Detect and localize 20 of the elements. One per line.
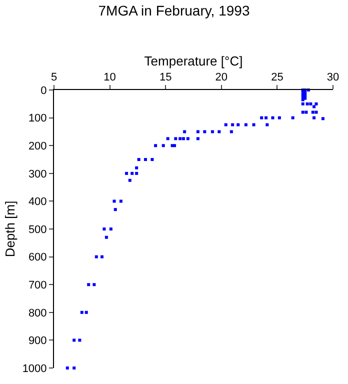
y-tick-label: 600 (28, 252, 47, 264)
y-tick-label: 800 (28, 307, 47, 320)
y-tick-label: 900 (28, 335, 47, 348)
y-tick-label: 0 (40, 84, 47, 97)
chart-title: 7MGA in February, 1993 (98, 2, 250, 19)
y-tick-label: 500 (28, 224, 47, 236)
y-tick-label: 300 (28, 168, 47, 180)
y-tick-label: 200 (28, 140, 47, 152)
x-axis-title: Temperature [°C] (144, 54, 243, 69)
x-tick-label: 20 (215, 72, 228, 84)
y-axis-title: Depth [m] (2, 200, 18, 258)
y-tick-label: 1000 (22, 362, 47, 375)
y-tick-label: 400 (28, 196, 47, 208)
x-tick-label: 10 (104, 72, 116, 84)
x-tick-label: 30 (326, 72, 340, 84)
y-tick-label: 700 (28, 279, 47, 292)
x-tick-label: 25 (271, 72, 284, 84)
y-tick-label: 100 (28, 112, 47, 125)
x-tick-label: 5 (50, 72, 58, 84)
x-tick-label: 15 (159, 72, 172, 84)
